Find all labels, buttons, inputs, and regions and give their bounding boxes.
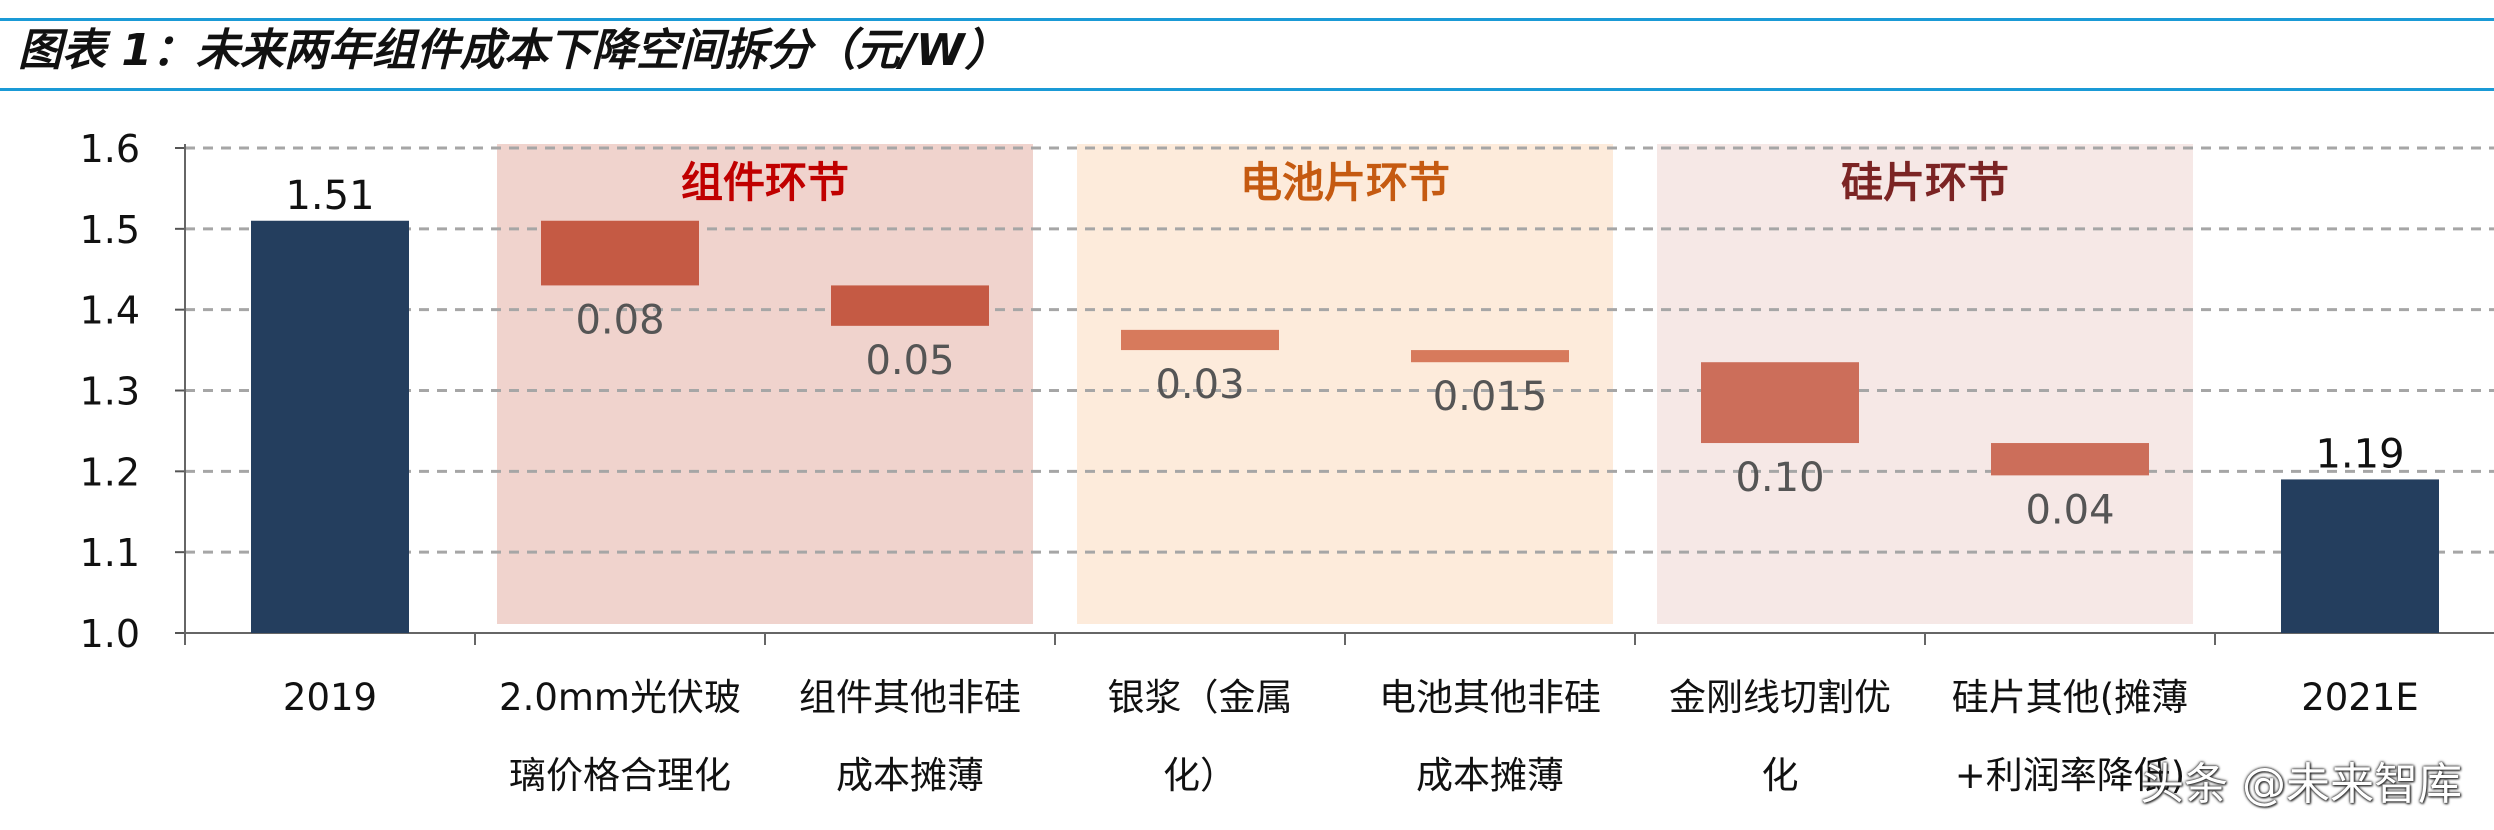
x-category-label: 2019 (283, 676, 377, 719)
y-tick-label: 1.6 (80, 127, 140, 171)
y-tick-label: 1.2 (80, 450, 140, 494)
bar-value-label: 1.19 (2315, 431, 2404, 477)
x-category-label: 金刚线切割优 (1669, 676, 1891, 719)
y-tick-label: 1.1 (80, 531, 140, 575)
group-title: 硅片环节 (1841, 158, 2009, 207)
x-category-label: +利润率降低) (1955, 754, 2185, 797)
decrease-bar (831, 285, 989, 326)
x-category-label: 电池其他非硅 (1379, 676, 1601, 719)
bar-value-label: 1.51 (285, 173, 374, 219)
title-top-rule (0, 18, 2494, 21)
bar-value-label: 0.04 (2025, 487, 2114, 533)
x-category-label: 化 (1762, 754, 1799, 797)
x-category-label: 璃价格合理化 (509, 754, 731, 797)
group-band (1077, 144, 1613, 624)
x-category-label: 成本摊薄 (1416, 754, 1564, 797)
decrease-bar (1411, 350, 1569, 363)
decrease-bar (541, 220, 699, 286)
x-category-label: 成本摊薄 (836, 754, 984, 797)
decrease-bar (1701, 362, 1859, 444)
y-tick-label: 1.3 (80, 370, 140, 414)
x-category-label: 2.0mm光伏玻 (499, 676, 741, 719)
x-category-label: 硅片其他(摊薄 (1952, 676, 2188, 719)
y-tick-label: 1.4 (80, 289, 140, 333)
y-tick-label: 1.5 (80, 208, 140, 252)
bar-value-label: 0.03 (1155, 362, 1244, 408)
bar-value-label: 0.05 (865, 338, 954, 384)
group-title: 电池片环节 (1240, 158, 1450, 207)
chart-title: 图表 1：未来两年组件成本下降空间拆分（元/W） (18, 25, 1009, 76)
total-bar (251, 220, 409, 633)
total-bar (2281, 479, 2439, 633)
bar-value-label: 0.015 (1433, 374, 1548, 420)
y-tick-label: 1.0 (80, 612, 140, 656)
bar-value-label: 0.08 (575, 297, 664, 343)
watermark-text: 头条 @未来智库 (2140, 759, 2462, 810)
group-title: 组件环节 (681, 158, 849, 207)
x-category-label: 2021E (2301, 676, 2419, 719)
x-category-label: 组件其他非硅 (799, 676, 1021, 719)
decrease-bar (1991, 443, 2149, 476)
decrease-bar (1121, 329, 1279, 351)
x-category-label: 化） (1163, 754, 1237, 797)
bar-value-label: 0.10 (1735, 455, 1824, 501)
title-bottom-rule (0, 88, 2494, 91)
x-category-label: 银浆（金属 (1108, 676, 1293, 719)
